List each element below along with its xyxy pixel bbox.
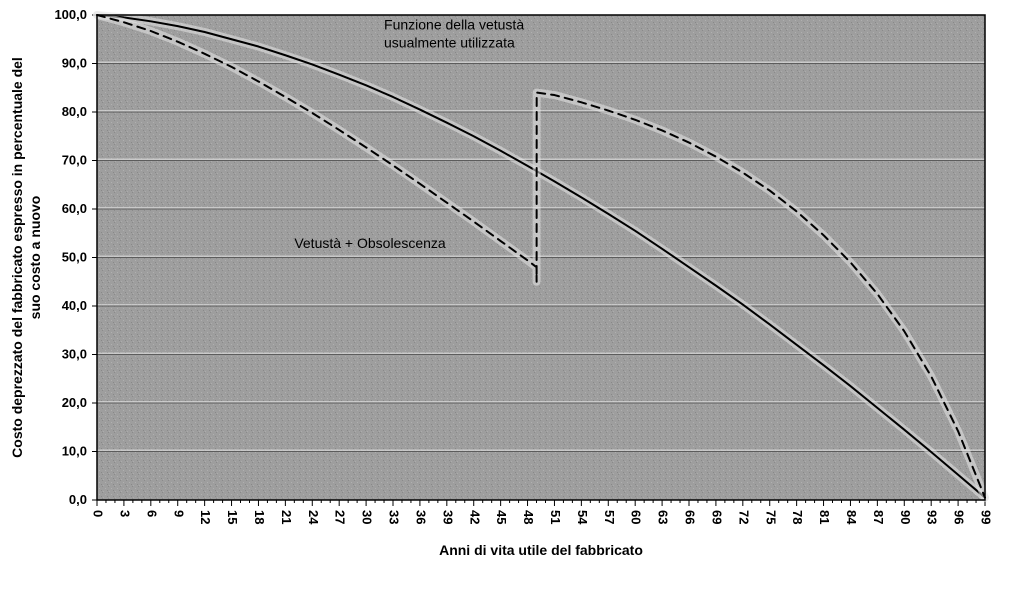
x-tick-label: 51 [548, 510, 563, 524]
x-tick-label: 96 [952, 510, 967, 524]
x-tick-label: 15 [225, 510, 240, 524]
x-tick-label: 39 [440, 510, 455, 524]
y-tick-label: 0,0 [69, 492, 87, 507]
y-tick-label: 60,0 [62, 201, 87, 216]
annotation-vetusta-obsolescenza: Vetustà + Obsolescenza [294, 235, 446, 251]
y-tick-label: 50,0 [62, 250, 87, 265]
x-tick-label: 93 [925, 510, 940, 524]
x-tick-label: 3 [117, 510, 132, 517]
x-tick-label: 30 [360, 510, 375, 524]
y-tick-label: 40,0 [62, 298, 87, 313]
annotation-funzione-vetusta: Funzione della vetustà [384, 17, 524, 33]
chart-svg: 0,0 10,0 20,0 30,0 40,0 50,0 60,0 70,0 80,0 90,0 1… [0, 0, 1024, 591]
x-tick-label: 42 [467, 510, 482, 524]
x-tick-label: 48 [521, 510, 536, 524]
y-tick-label: 10,0 [62, 444, 87, 459]
depreciation-chart: 0,0 10,0 20,0 30,0 40,0 50,0 60,0 70,0 80,0 90,0 1… [0, 0, 1024, 591]
x-tick-label: 63 [656, 510, 671, 524]
svg-text:suo costo a nuovo: suo costo a nuovo [27, 196, 43, 320]
x-tick-label: 27 [333, 510, 348, 524]
y-tick-label: 20,0 [62, 395, 87, 410]
x-tick-label: 45 [494, 510, 509, 524]
x-tick-label: 18 [252, 510, 267, 524]
x-tick-label: 0 [91, 510, 106, 517]
x-tick-label: 54 [575, 510, 590, 525]
x-axis-label: Anni di vita utile del fabbricato [439, 542, 643, 558]
x-tick-label: 69 [709, 510, 724, 524]
y-tick-label: 100,0 [54, 7, 87, 22]
x-tick-label: 57 [602, 510, 617, 524]
x-tick-label: 60 [629, 510, 644, 524]
x-tick-label: 36 [413, 510, 428, 524]
x-tick-label: 6 [144, 510, 159, 517]
svg-text:Costo deprezzato del fabbricat: Costo deprezzato del fabbricato espresso… [9, 57, 25, 458]
x-tick-label: 21 [279, 510, 294, 524]
x-tick-label: 81 [817, 510, 832, 524]
y-tick-label: 70,0 [62, 153, 87, 168]
y-tick-label: 80,0 [62, 104, 87, 119]
x-tick-label: 99 [979, 510, 994, 524]
annotation-funzione-vetusta: usualmente utilizzata [384, 35, 515, 51]
x-tick-label: 87 [871, 510, 886, 524]
y-tick-label: 90,0 [62, 56, 87, 71]
x-tick-label: 84 [844, 510, 859, 525]
x-tick-label: 66 [683, 510, 698, 524]
x-tick-label: 72 [736, 510, 751, 524]
x-tick-label: 12 [198, 510, 213, 524]
x-tick-label: 75 [763, 510, 778, 524]
x-tick-label: 90 [898, 510, 913, 524]
x-tick-label: 24 [306, 510, 321, 525]
x-tick-label: 9 [171, 510, 186, 517]
x-tick-label: 78 [790, 510, 805, 524]
x-tick-label: 33 [387, 510, 402, 524]
y-tick-label: 30,0 [62, 347, 87, 362]
